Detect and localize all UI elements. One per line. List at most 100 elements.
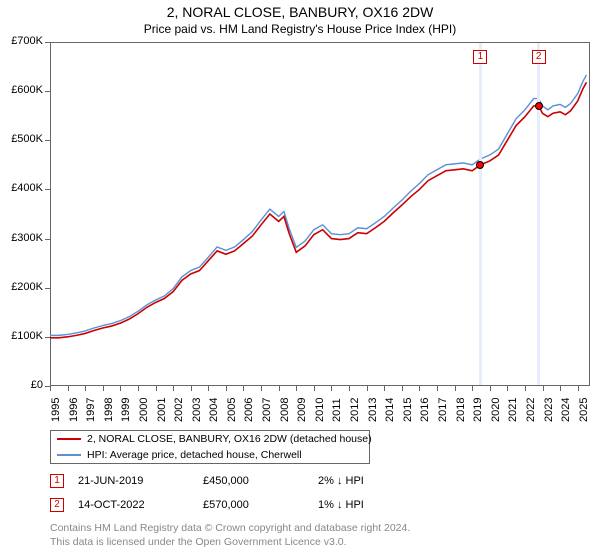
- x-tick-mark: [507, 386, 508, 391]
- sale-row: 2 14-OCT-2022£570,0001% ↓ HPI: [50, 498, 438, 512]
- x-tick-label: 2024: [560, 394, 572, 422]
- x-tick-mark: [191, 386, 192, 391]
- sale-row: 1 21-JUN-2019£450,0002% ↓ HPI: [50, 474, 438, 488]
- x-tick-label: 2012: [349, 394, 361, 422]
- footnote-line1: Contains HM Land Registry data © Crown c…: [50, 522, 410, 536]
- sale-date: 21-JUN-2019: [78, 475, 203, 487]
- legend-row: 2, NORAL CLOSE, BANBURY, OX16 2DW (detac…: [51, 431, 369, 447]
- x-tick-label: 2000: [138, 394, 150, 422]
- footnote: Contains HM Land Registry data © Crown c…: [50, 522, 410, 549]
- x-tick-mark: [455, 386, 456, 391]
- legend-label: 2, NORAL CLOSE, BANBURY, OX16 2DW (detac…: [87, 433, 372, 445]
- y-tick-mark: [45, 337, 50, 338]
- x-tick-mark: [437, 386, 438, 391]
- x-tick-label: 2018: [455, 394, 467, 422]
- x-tick-mark: [560, 386, 561, 391]
- highlight-band: [479, 43, 482, 385]
- x-tick-label: 1997: [85, 394, 97, 422]
- x-tick-mark: [226, 386, 227, 391]
- x-tick-label: 2025: [578, 394, 590, 422]
- x-tick-mark: [367, 386, 368, 391]
- x-tick-label: 2014: [384, 394, 396, 422]
- y-tick-label: £400K: [11, 182, 43, 194]
- x-tick-mark: [138, 386, 139, 391]
- x-tick-mark: [156, 386, 157, 391]
- sale-marker-badge: 2: [532, 50, 546, 64]
- x-tick-label: 2002: [173, 394, 185, 422]
- y-tick-mark: [45, 91, 50, 92]
- x-tick-label: 2017: [437, 394, 449, 422]
- y-tick-label: £0: [31, 379, 43, 391]
- x-tick-label: 2003: [191, 394, 203, 422]
- y-tick-label: £600K: [11, 84, 43, 96]
- sale-delta: 2% ↓ HPI: [318, 475, 438, 487]
- y-tick-label: £700K: [11, 35, 43, 47]
- sale-date: 14-OCT-2022: [78, 499, 203, 511]
- footnote-line2: This data is licensed under the Open Gov…: [50, 536, 410, 550]
- x-tick-label: 2011: [331, 394, 343, 422]
- x-tick-label: 2004: [208, 394, 220, 422]
- sale-marker-dot: [535, 102, 543, 110]
- x-tick-mark: [331, 386, 332, 391]
- x-tick-label: 2007: [261, 394, 273, 422]
- y-tick-mark: [45, 288, 50, 289]
- x-tick-mark: [402, 386, 403, 391]
- sale-price: £450,000: [203, 475, 318, 487]
- x-tick-mark: [472, 386, 473, 391]
- x-tick-mark: [543, 386, 544, 391]
- x-tick-label: 2006: [243, 394, 255, 422]
- x-tick-label: 2021: [507, 394, 519, 422]
- sale-marker-badge: 1: [473, 50, 487, 64]
- x-tick-mark: [243, 386, 244, 391]
- x-tick-label: 2022: [525, 394, 537, 422]
- x-tick-mark: [279, 386, 280, 391]
- sale-delta: 1% ↓ HPI: [318, 499, 438, 511]
- y-tick-label: £100K: [11, 330, 43, 342]
- x-tick-mark: [68, 386, 69, 391]
- y-tick-mark: [45, 189, 50, 190]
- x-tick-mark: [120, 386, 121, 391]
- x-tick-label: 2016: [419, 394, 431, 422]
- x-tick-label: 2019: [472, 394, 484, 422]
- legend-swatch: [57, 438, 81, 440]
- x-tick-mark: [525, 386, 526, 391]
- y-tick-mark: [45, 140, 50, 141]
- y-tick-label: £300K: [11, 232, 43, 244]
- x-tick-label: 2013: [367, 394, 379, 422]
- x-tick-mark: [314, 386, 315, 391]
- legend-row: HPI: Average price, detached house, Cher…: [51, 447, 369, 463]
- x-tick-mark: [208, 386, 209, 391]
- x-tick-mark: [261, 386, 262, 391]
- legend-label: HPI: Average price, detached house, Cher…: [87, 449, 302, 461]
- legend-swatch: [57, 454, 81, 456]
- y-tick-mark: [45, 239, 50, 240]
- x-tick-label: 1999: [120, 394, 132, 422]
- x-tick-label: 2005: [226, 394, 238, 422]
- x-tick-mark: [349, 386, 350, 391]
- x-tick-label: 2001: [156, 394, 168, 422]
- legend: 2, NORAL CLOSE, BANBURY, OX16 2DW (detac…: [50, 430, 370, 464]
- x-tick-mark: [85, 386, 86, 391]
- sale-row-badge: 2: [50, 498, 64, 512]
- y-tick-label: £200K: [11, 281, 43, 293]
- highlight-band: [537, 43, 540, 385]
- x-tick-label: 1998: [103, 394, 115, 422]
- x-tick-mark: [103, 386, 104, 391]
- sale-row-badge: 1: [50, 474, 64, 488]
- series-hpi: [50, 75, 586, 335]
- series-price_paid: [50, 82, 586, 338]
- x-tick-label: 2020: [490, 394, 502, 422]
- x-tick-label: 2010: [314, 394, 326, 422]
- x-tick-mark: [173, 386, 174, 391]
- x-tick-label: 2008: [279, 394, 291, 422]
- x-tick-mark: [296, 386, 297, 391]
- x-tick-mark: [384, 386, 385, 391]
- x-tick-label: 2009: [296, 394, 308, 422]
- x-tick-mark: [419, 386, 420, 391]
- x-tick-label: 1995: [50, 394, 62, 422]
- x-tick-label: 1996: [68, 394, 80, 422]
- sale-price: £570,000: [203, 499, 318, 511]
- y-tick-mark: [45, 42, 50, 43]
- x-tick-mark: [490, 386, 491, 391]
- x-tick-mark: [578, 386, 579, 391]
